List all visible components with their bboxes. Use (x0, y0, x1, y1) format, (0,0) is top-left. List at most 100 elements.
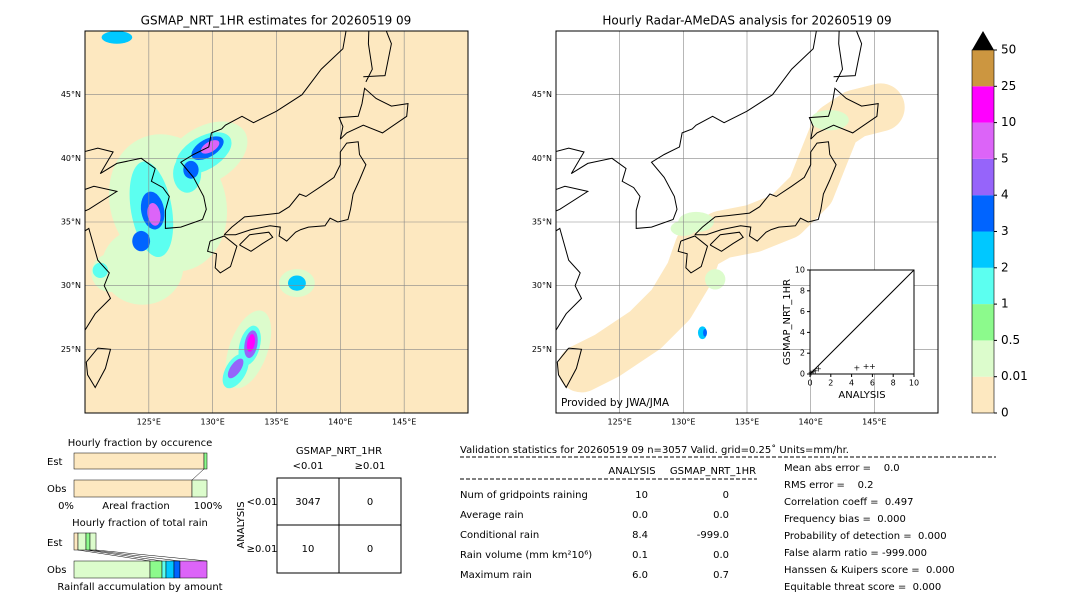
rain-area (246, 334, 256, 352)
coastline (363, 31, 392, 78)
label: Maximum rain (460, 570, 532, 581)
map-layer (85, 31, 468, 413)
scatter-point: + (810, 367, 817, 376)
colorbar-label: 10 (1001, 115, 1016, 129)
bar (89, 532, 97, 551)
label: 6.0 (632, 570, 648, 581)
label: GSMAP_NRT_1HR (670, 466, 756, 477)
bar (73, 532, 79, 551)
coastline (85, 227, 112, 331)
coastline (556, 31, 817, 229)
label: RMS error = 0.2 (784, 480, 874, 491)
x-tick-label: 135°E (264, 418, 288, 427)
connector (77, 549, 151, 562)
rain-area (227, 358, 244, 379)
coastline (206, 235, 238, 274)
coastline (239, 231, 274, 252)
connector (89, 549, 181, 562)
label: Hanssen & Kuipers score = 0.000 (784, 565, 955, 576)
bar (77, 532, 87, 551)
coastline (694, 141, 837, 242)
rain-area (147, 203, 161, 226)
label: 0 (723, 490, 729, 501)
label: Probability of detection = 0.000 (784, 531, 947, 542)
colorbar-band (972, 86, 994, 123)
y-tick-label: 10 (795, 266, 805, 275)
label: 0 (367, 544, 373, 555)
colorbar-band (972, 267, 994, 305)
label: 0% (58, 501, 74, 512)
rain-area (183, 160, 199, 179)
label: Validation statistics for 20260519 09 n=… (460, 444, 849, 456)
label: ANALYSIS (236, 501, 247, 548)
x-tick-label: 6 (870, 379, 875, 388)
x-tick-label: 4 (849, 379, 854, 388)
colorbar-band (972, 158, 994, 196)
x-tick-label: 145°E (392, 418, 416, 427)
label: Obs (47, 565, 66, 576)
label: Equitable threat score = 0.000 (784, 582, 941, 593)
y-tick-label: 0 (800, 370, 805, 379)
label: Obs (47, 484, 66, 495)
y-tick-label: 4 (800, 328, 805, 337)
rain-area (287, 275, 306, 291)
x-tick-label: 140°E (328, 418, 352, 427)
map-title: GSMAP_NRT_1HR estimates for 20260519 09 (141, 14, 412, 28)
label: Average rain (460, 510, 524, 521)
coastline (85, 347, 112, 389)
x-tick-label: 125°E (137, 418, 161, 427)
x-tick-label: 8 (891, 379, 896, 388)
coastline (365, 31, 373, 83)
colorbar-band (972, 122, 994, 159)
rain-area (132, 230, 151, 252)
colorbar-label: 25 (1001, 79, 1016, 93)
colorbar-band (972, 231, 994, 268)
scatter-point: + (808, 368, 815, 377)
analysis-domain (557, 83, 905, 393)
colorbar-band (972, 376, 994, 413)
label: 0.0 (632, 510, 648, 521)
y-tick-label: 8 (800, 286, 805, 295)
x-tick-label: 2 (828, 379, 833, 388)
y-tick-label: 45°N (532, 90, 552, 99)
label: 0 (367, 497, 373, 508)
label: GSMAP_NRT_1HR (782, 279, 793, 365)
y-tick-label: 25°N (61, 345, 81, 354)
coastline (223, 141, 367, 242)
map-frame (555, 30, 939, 414)
colorbar-label: 50 (1001, 43, 1016, 57)
y-tick-label: 25°N (532, 345, 552, 354)
label: Correlation coeff = 0.497 (784, 497, 914, 508)
x-tick-label: 140°E (799, 418, 823, 427)
x-tick-label: 145°E (862, 418, 886, 427)
diagonal (809, 269, 915, 375)
label: 100% (194, 501, 223, 512)
bar (85, 532, 91, 551)
coastline (85, 185, 119, 212)
x-tick-label: 130°E (671, 418, 695, 427)
colorbar-label: 4 (1001, 188, 1009, 202)
y-tick-label: 35°N (61, 218, 81, 227)
colorbar-label: 2 (1001, 260, 1009, 274)
map-layer (556, 31, 938, 413)
label: ≥0.01 (355, 461, 386, 472)
label: <0.01 (247, 497, 278, 508)
y-tick-label: 30°N (61, 281, 81, 290)
bar (149, 560, 163, 579)
bar (191, 479, 208, 498)
rain-area (92, 262, 108, 279)
label: 0.7 (713, 570, 729, 581)
x-tick-label: 10 (909, 379, 919, 388)
coastline (835, 31, 844, 83)
label: Mean abs error = 0.0 (784, 463, 900, 474)
scatter-point: + (863, 362, 870, 371)
coastline (709, 231, 744, 252)
scatter-point: + (869, 362, 876, 371)
bar (73, 479, 193, 498)
colorbar-band (972, 50, 994, 87)
label: Areal fraction (102, 501, 169, 512)
label: Num of gridpoints raining (460, 490, 588, 501)
label: GSMAP_NRT_1HR (296, 446, 382, 457)
connector (85, 549, 163, 562)
label: Conditional rain (460, 530, 539, 541)
